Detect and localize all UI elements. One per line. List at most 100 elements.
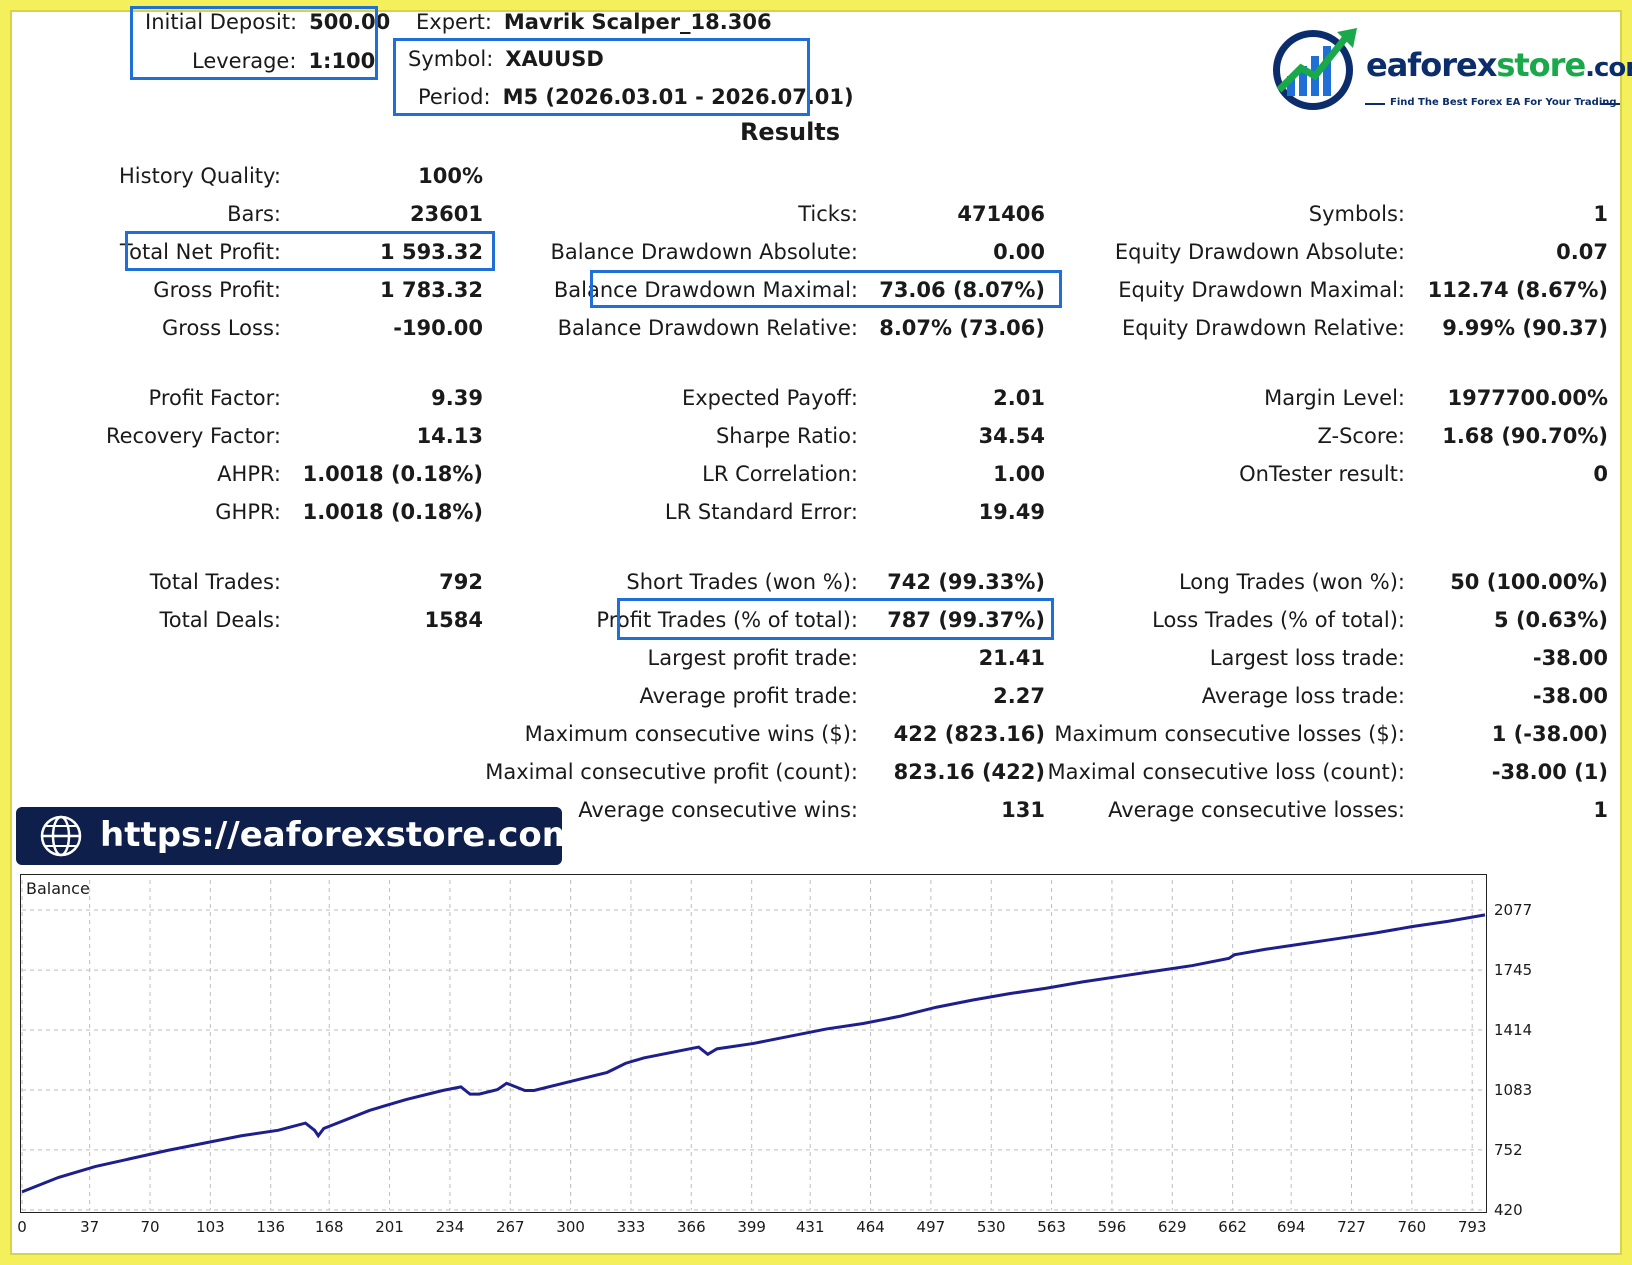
x-tick-label: 0 xyxy=(17,1218,27,1236)
stat-value: -190.00 xyxy=(393,316,483,340)
x-tick-label: 431 xyxy=(795,1218,825,1236)
stat-value: 1.0018 (0.18%) xyxy=(302,462,483,486)
stat-label: Expected Payoff: xyxy=(681,386,858,410)
brand-logo: eaforexstore.com Find The Best Forex EA … xyxy=(1265,18,1632,118)
stat-label: Gross Profit: xyxy=(153,278,281,302)
stat-label: Balance Drawdown Maximal: xyxy=(553,278,858,302)
stat-value: 73.06 (8.07%) xyxy=(879,278,1045,302)
stat-value: 2.27 xyxy=(993,684,1045,708)
y-tick-label: 1414 xyxy=(1494,1021,1533,1040)
stat-value: 19.49 xyxy=(978,500,1045,524)
stat-value: 9.39 xyxy=(431,386,483,410)
balance-series-line xyxy=(21,913,1486,1194)
symbol: Symbol: XAUUSD xyxy=(408,47,604,71)
stat-label: GHPR: xyxy=(215,500,281,524)
stat-label: Gross Loss: xyxy=(162,316,281,340)
period-value: M5 (2026.03.01 - 2026.07.01) xyxy=(502,85,854,109)
expert-label: Expert: xyxy=(416,10,492,34)
expert: Expert: Mavrik Scalper_18.306 xyxy=(416,10,772,34)
stat-value: 0.07 xyxy=(1556,240,1608,264)
initial-deposit-label: Initial Deposit: xyxy=(145,10,298,34)
stat-label: Symbols: xyxy=(1308,202,1405,226)
stat-value: 5 (0.63%) xyxy=(1494,608,1608,632)
deposit-highlight-box xyxy=(130,6,378,80)
stat-value: 2.01 xyxy=(993,386,1045,410)
chart-title: Balance xyxy=(26,879,90,898)
y-tick-label: 1745 xyxy=(1494,961,1533,980)
stat-value: 792 xyxy=(439,570,483,594)
page-frame-inner xyxy=(10,10,1622,1255)
stat-value: -38.00 xyxy=(1532,684,1608,708)
logo-rule-right xyxy=(1600,103,1620,105)
stat-label: Largest loss trade: xyxy=(1209,646,1405,670)
stat-value: 471406 xyxy=(957,202,1045,226)
x-tick-label: 793 xyxy=(1457,1218,1487,1236)
x-tick-label: 497 xyxy=(916,1218,946,1236)
y-tick-label: 752 xyxy=(1494,1140,1523,1159)
logo-rule-left xyxy=(1365,103,1385,105)
stat-value: 9.99% (90.37) xyxy=(1442,316,1608,340)
url-text[interactable]: https://eaforexstore.com/ xyxy=(100,815,590,855)
stat-value: 131 xyxy=(1001,798,1045,822)
period: Period: M5 (2026.03.01 - 2026.07.01) xyxy=(418,85,854,109)
stat-label: Equity Drawdown Absolute: xyxy=(1114,240,1405,264)
stat-value: -38.00 (1) xyxy=(1491,760,1608,784)
stat-value: 100% xyxy=(418,164,483,188)
stat-label: AHPR: xyxy=(217,462,281,486)
stat-label: Balance Drawdown Absolute: xyxy=(550,240,858,264)
symbol-label: Symbol: xyxy=(408,47,494,71)
x-tick-label: 136 xyxy=(256,1218,286,1236)
stat-value: 1.00 xyxy=(993,462,1045,486)
stat-label: Total Net Profit: xyxy=(119,240,281,264)
stat-value: 823.16 (422) xyxy=(893,760,1045,784)
stat-value: 50 (100.00%) xyxy=(1450,570,1608,594)
stat-label: Profit Trades (% of total): xyxy=(596,608,858,632)
stat-label: Average loss trade: xyxy=(1201,684,1405,708)
stat-label: Average consecutive wins: xyxy=(578,798,858,822)
stat-label: Total Deals: xyxy=(159,608,281,632)
stat-value: -38.00 xyxy=(1532,646,1608,670)
stat-label: Maximum consecutive losses ($): xyxy=(1054,722,1405,746)
x-tick-label: 366 xyxy=(676,1218,706,1236)
logo-wordmark: eaforexstore.com xyxy=(1366,46,1632,84)
stat-label: Loss Trades (% of total): xyxy=(1152,608,1405,632)
logo-brand-prefix: eaforex xyxy=(1366,46,1497,84)
symbol-period-highlight-box xyxy=(393,38,810,116)
stat-label: Margin Level: xyxy=(1264,386,1405,410)
stat-value: 742 (99.33%) xyxy=(887,570,1045,594)
stat-label: Average consecutive losses: xyxy=(1108,798,1405,822)
logo-brand-highlight: store xyxy=(1496,46,1586,84)
y-tick-label: 420 xyxy=(1494,1201,1523,1219)
stat-label: Largest profit trade: xyxy=(647,646,858,670)
stat-label: History Quality: xyxy=(119,164,281,188)
url-banner[interactable]: https://eaforexstore.com/ xyxy=(16,807,590,865)
stat-value: 1 593.32 xyxy=(380,240,483,264)
stat-label: Bars: xyxy=(227,202,281,226)
period-label: Period: xyxy=(418,85,491,109)
x-tick-label: 760 xyxy=(1397,1218,1427,1236)
stat-label: Long Trades (won %): xyxy=(1178,570,1405,594)
x-tick-label: 596 xyxy=(1097,1218,1127,1236)
stat-value: 8.07% (73.06) xyxy=(879,316,1045,340)
leverage-value: 1:100 xyxy=(308,49,376,73)
x-tick-label: 629 xyxy=(1157,1218,1187,1236)
stat-label: Z-Score: xyxy=(1317,424,1406,448)
stat-label: Maximal consecutive loss (count): xyxy=(1047,760,1405,784)
stat-value: 14.13 xyxy=(416,424,483,448)
x-tick-label: 70 xyxy=(140,1218,160,1236)
globe-icon xyxy=(40,815,82,857)
stat-value: 1 xyxy=(1593,798,1608,822)
stat-label: LR Standard Error: xyxy=(664,500,858,524)
x-tick-label: 464 xyxy=(856,1218,885,1236)
stat-label: Maximum consecutive wins ($): xyxy=(524,722,858,746)
x-tick-label: 530 xyxy=(976,1218,1006,1236)
x-tick-label: 267 xyxy=(495,1218,525,1236)
stat-label: Sharpe Ratio: xyxy=(715,424,858,448)
stat-value: 787 (99.37%) xyxy=(887,608,1045,632)
stat-label: Equity Drawdown Relative: xyxy=(1121,316,1405,340)
stat-value: 1977700.00% xyxy=(1447,386,1608,410)
stat-label: LR Correlation: xyxy=(702,462,858,486)
x-tick-label: 662 xyxy=(1218,1218,1247,1236)
